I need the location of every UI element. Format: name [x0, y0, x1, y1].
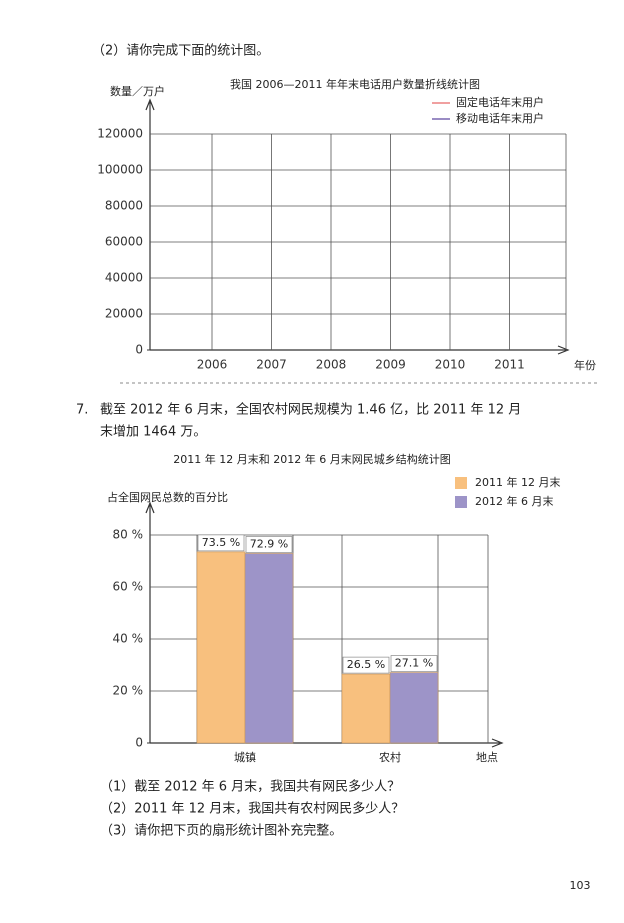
y-tick-label: 20000: [105, 307, 143, 321]
x-tick-label: 城镇: [234, 750, 256, 764]
y-tick-label: 100000: [97, 163, 143, 177]
value-label: 72.9 %: [250, 537, 288, 550]
legend-swatch: [455, 496, 467, 508]
value-label-box: [197, 534, 245, 552]
bar: [341, 673, 391, 744]
y-axis: [145, 501, 155, 743]
chart-title: 我国 2006—2011 年年末电话用户数量折线统计图: [230, 77, 480, 91]
legend-label: 2012 年 6 月末: [475, 494, 553, 508]
value-label-box: [245, 536, 293, 553]
x-tick-label: 2010: [435, 358, 466, 372]
value-label-box: [390, 655, 438, 672]
legend-label: 2011 年 12 月末: [475, 475, 560, 489]
y-tick-label: 60 %: [113, 580, 144, 594]
bar: [244, 553, 294, 744]
y-tick-label: 0: [135, 736, 143, 750]
value-label: 26.5 %: [347, 658, 385, 671]
y-axis-label: 数量／万户: [110, 84, 165, 98]
subquestion: （3）请你把下页的扇形统计图补充完整。: [100, 823, 342, 839]
x-tick-label: 农村: [379, 750, 401, 764]
x-tick-label: 2006: [197, 358, 228, 372]
legend-label: 固定电话年末用户: [456, 95, 544, 109]
subquestion: （1）截至 2012 年 6 月末，我国共有网民多少人？: [100, 779, 400, 795]
x-tick-label: 2007: [256, 358, 287, 372]
question-text: （2）请你完成下面的统计图。: [92, 43, 269, 59]
y-axis: [145, 98, 155, 350]
chart-title: 2011 年 12 月末和 2012 年 6 月末网民城乡结构统计图: [173, 452, 450, 466]
bar: [389, 672, 439, 744]
x-tick-label: 2009: [375, 358, 406, 372]
y-tick-label: 60000: [105, 235, 143, 249]
subquestion: （2）2011 年 12 月末，我国共有农村网民多少人？: [100, 801, 404, 817]
y-tick-label: 0: [135, 343, 143, 357]
value-label: 27.1 %: [395, 657, 433, 670]
y-tick-label: 80 %: [113, 528, 144, 542]
y-tick-label: 80000: [105, 199, 143, 213]
legend-label: 移动电话年末用户: [456, 111, 544, 125]
y-tick-label: 40 %: [113, 632, 144, 646]
value-label: 73.5 %: [202, 536, 240, 549]
problem-text: 末增加 1464 万。: [100, 425, 206, 440]
x-tick-label: 2011: [494, 358, 525, 372]
y-tick-label: 120000: [97, 127, 143, 141]
page-number: 103: [570, 879, 591, 892]
legend-swatch: [455, 477, 467, 489]
y-tick-label: 20 %: [113, 684, 144, 698]
x-axis-label: 地点: [476, 751, 498, 764]
problem-text: 截至 2012 年 6 月末，全国农村网民规模为 1.46 亿，比 2011 年…: [100, 402, 521, 418]
y-tick-label: 40000: [105, 271, 143, 285]
problem-text: 7.: [76, 403, 88, 418]
x-axis: [150, 345, 570, 355]
x-axis-label: 年份: [574, 358, 596, 372]
y-axis-label: 占全国网民总数的百分比: [107, 490, 228, 504]
value-label-box: [342, 656, 390, 674]
x-tick-label: 2008: [316, 358, 347, 372]
bar: [196, 551, 246, 744]
